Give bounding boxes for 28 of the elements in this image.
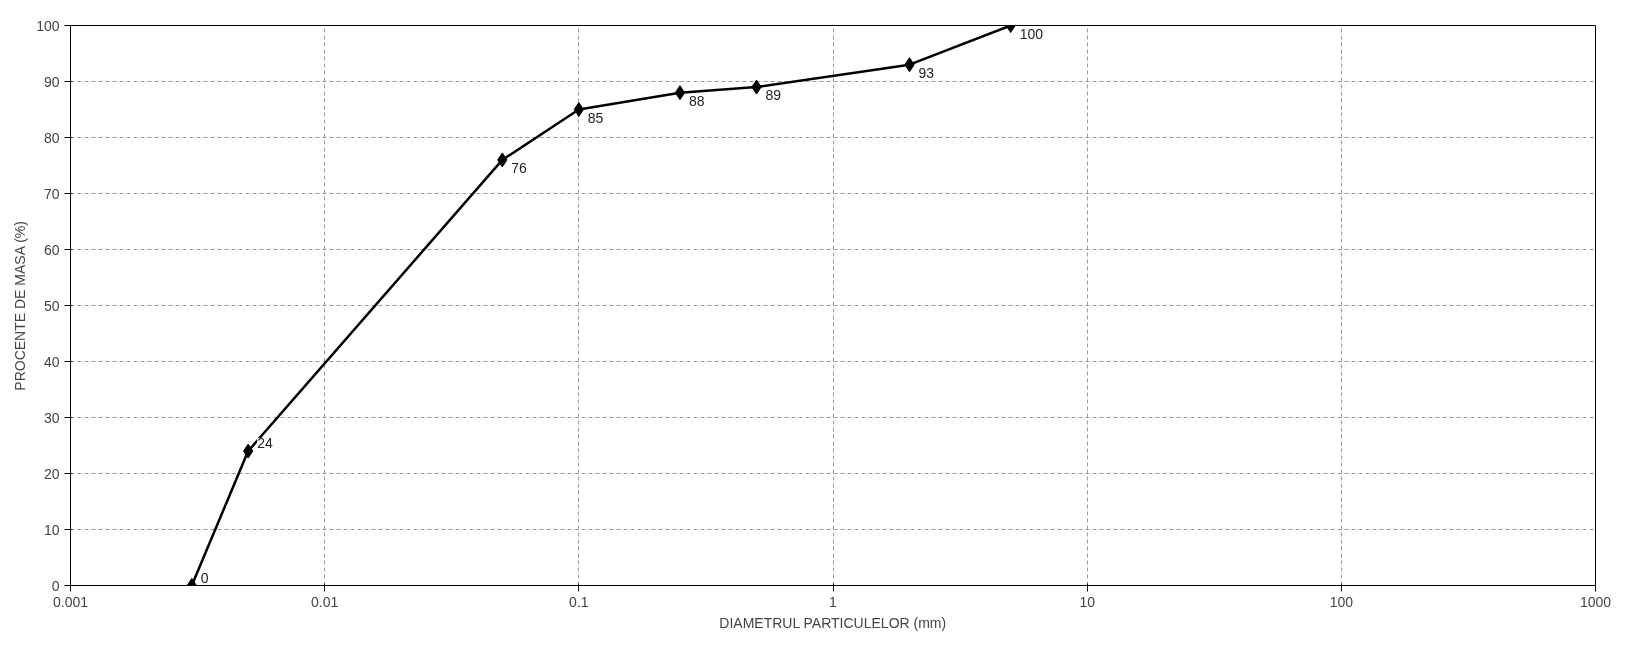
- x-tick-label: 0.001: [52, 593, 89, 610]
- x-tick-label: 0.01: [311, 593, 339, 610]
- y-tick-label: 100: [36, 17, 60, 34]
- x-tick-label: 1000: [1579, 593, 1612, 610]
- data-label: 89: [765, 87, 782, 104]
- y-tick-label: 20: [43, 465, 60, 482]
- data-label: 76: [511, 159, 528, 176]
- data-label: 0: [200, 569, 209, 586]
- x-tick-label: 10: [1079, 593, 1096, 610]
- y-tick-label: 0: [51, 577, 60, 594]
- y-axis-title: PROCENTE DE MASA (%): [12, 221, 29, 391]
- x-tick-label: 0.1: [569, 593, 589, 610]
- x-tick-label: 100: [1329, 593, 1354, 610]
- y-tick-label: 10: [43, 521, 60, 538]
- data-label: 85: [587, 109, 604, 126]
- data-label: 100: [1019, 25, 1044, 42]
- x-tick-label: 1: [829, 593, 838, 610]
- y-tick-label: 30: [43, 409, 60, 426]
- y-tick-label: 40: [43, 353, 60, 370]
- y-tick-label: 70: [43, 185, 60, 202]
- data-label: 93: [918, 64, 935, 81]
- y-tick-label: 60: [43, 241, 60, 258]
- y-tick-label: 90: [43, 73, 60, 90]
- x-axis-title: DIAMETRUL PARTICULELOR (mm): [719, 614, 947, 631]
- y-tick-label: 50: [43, 297, 60, 314]
- data-label: 24: [257, 435, 273, 452]
- y-tick-label: 80: [43, 129, 60, 146]
- data-label: 88: [688, 92, 705, 109]
